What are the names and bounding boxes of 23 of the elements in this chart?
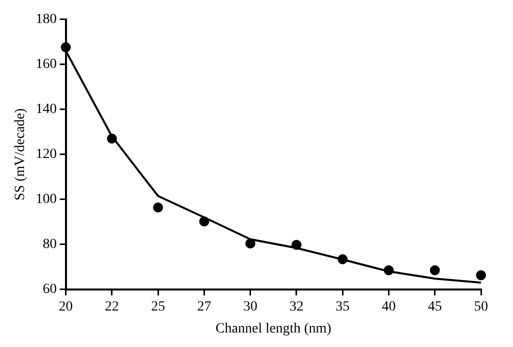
y-tick-label: 120: [36, 147, 57, 162]
point: [430, 265, 440, 276]
x-tick-label: 22: [104, 299, 119, 314]
x-tick-label: 30: [243, 299, 258, 314]
x-tick-label: 20: [58, 299, 73, 314]
y-tick-label: 60: [42, 282, 57, 298]
x-tick-label: 40: [382, 299, 396, 314]
x-tick-label: 45: [428, 299, 442, 314]
point: [60, 42, 71, 52]
y-tick-label: 160: [36, 57, 57, 72]
y-axis-title: SS (mV/decade): [13, 108, 28, 200]
y-tick-label: 100: [36, 192, 57, 208]
x-tick-label: 27: [197, 299, 212, 314]
x-tick-label: 50: [474, 299, 488, 314]
point: [476, 270, 486, 280]
x-tick-label: 25: [151, 299, 166, 314]
y-tick-label: 140: [36, 102, 57, 118]
x-tick-label: 35: [336, 299, 350, 314]
y-tick-label: 180: [36, 12, 57, 28]
point: [153, 202, 164, 212]
x-tick-label: 32: [289, 299, 304, 314]
y-tick-label: 80: [42, 237, 57, 252]
x-axis-title: Channel length (nm): [215, 321, 332, 336]
